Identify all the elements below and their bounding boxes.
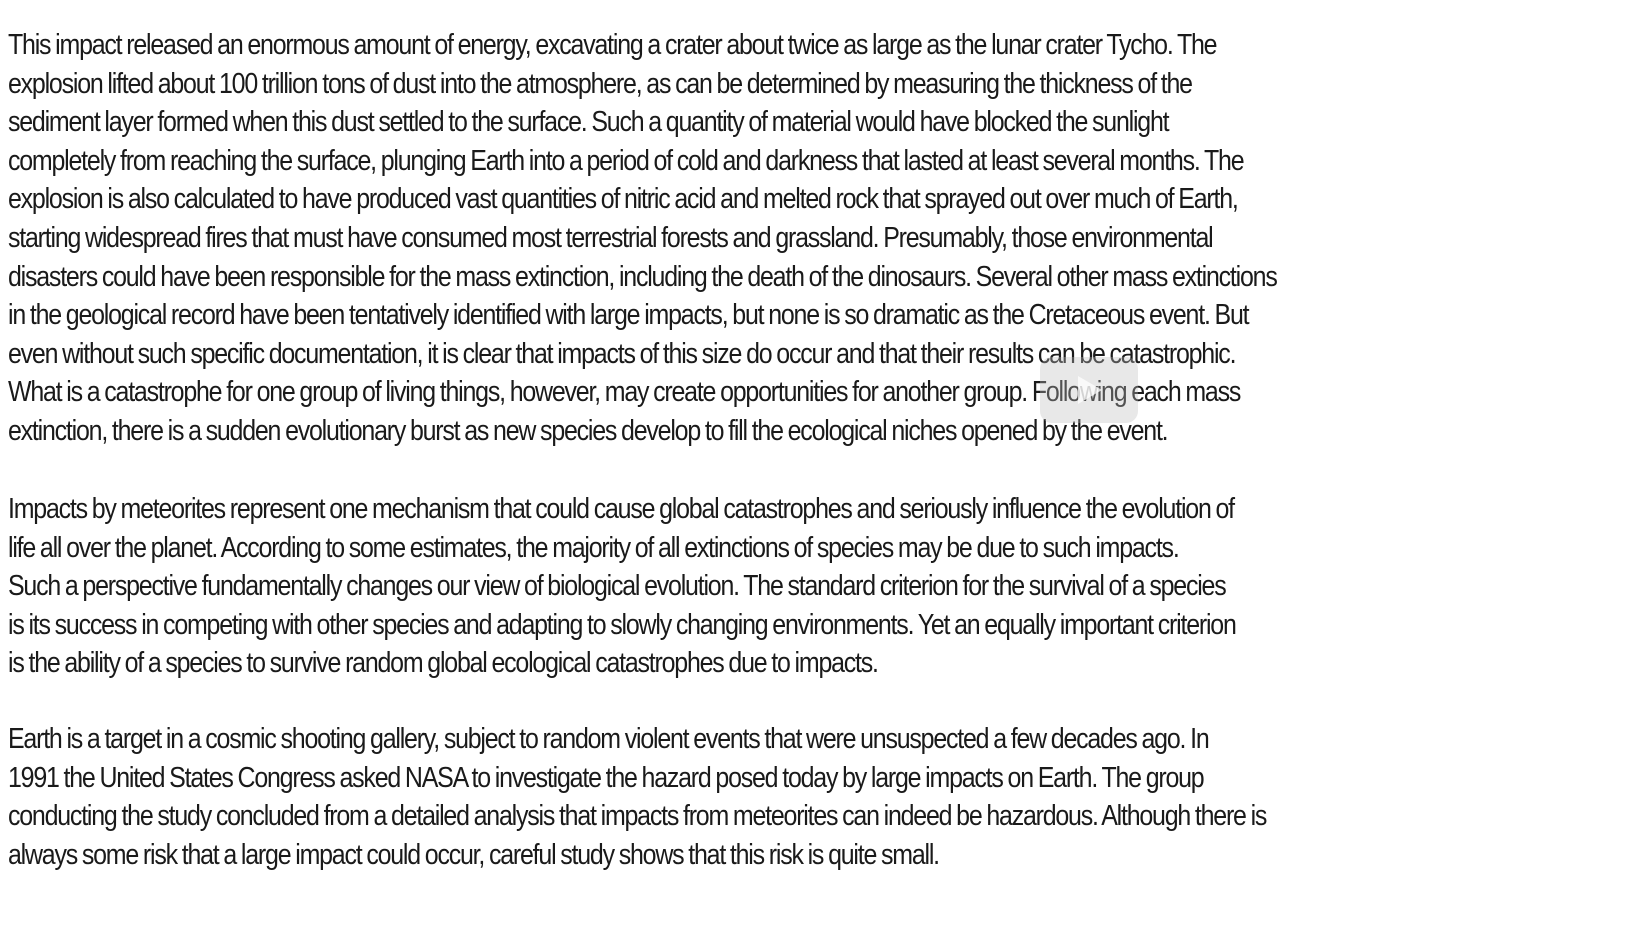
text-line: even without such specific documentation… (8, 337, 1237, 370)
text-line: completely from reaching the surface, pl… (8, 144, 1245, 177)
text-line: conducting the study concluded from a de… (8, 800, 1267, 833)
text-line: is its success in competing with other s… (8, 608, 1237, 641)
text-line: Earth is a target in a cosmic shooting g… (8, 723, 1210, 755)
text-line: sediment layer formed when this dust set… (8, 106, 1170, 139)
text-line: explosion is also calculated to have pro… (8, 183, 1239, 216)
text-line: This impact released an enormous amount … (8, 29, 1218, 61)
video-play-button[interactable] (1040, 357, 1138, 423)
paragraph-3: Earth is a target in a cosmic shooting g… (8, 720, 1384, 874)
paragraph-1: This impact released an enormous amount … (8, 26, 1384, 451)
text-line: explosion lifted about 100 trillion tons… (8, 67, 1193, 100)
text-line: life all over the planet. According to s… (8, 531, 1180, 564)
text-line: Such a perspective fundamentally changes… (8, 570, 1227, 603)
text-line: 1991 the United States Congress asked NA… (8, 761, 1205, 794)
text-line: What is a catastrophe for one group of l… (8, 376, 1241, 409)
text-line: is the ability of a species to survive r… (8, 647, 879, 680)
text-line: in the geological record have been tenta… (8, 299, 1250, 332)
text-line: Impacts by meteorites represent one mech… (8, 493, 1235, 525)
text-line: disasters could have been responsible fo… (8, 260, 1278, 293)
text-line: starting widespread fires that must have… (8, 221, 1214, 254)
paragraph-2: Impacts by meteorites represent one mech… (8, 490, 1384, 683)
text-line: always some risk that a large impact cou… (8, 838, 940, 871)
play-icon (1078, 376, 1102, 404)
text-line: extinction, there is a sudden evolutiona… (8, 414, 1169, 447)
